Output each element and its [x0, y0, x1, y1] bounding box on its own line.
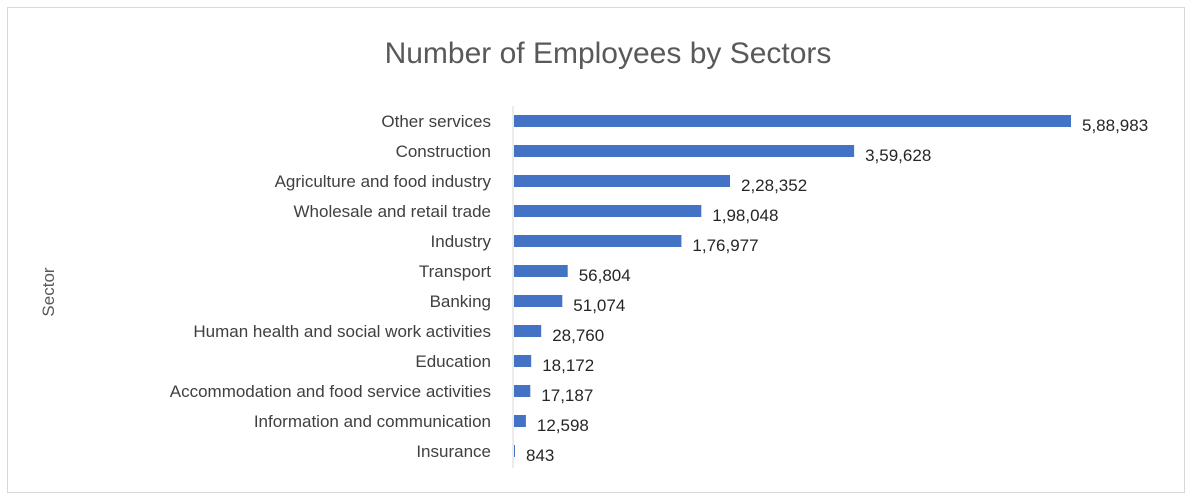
bar-8 — [514, 325, 542, 337]
chart-frame — [7, 7, 1185, 493]
category-label: Education — [415, 352, 491, 371]
category-label: Construction — [396, 142, 491, 161]
bars-group — [514, 115, 1071, 457]
bar-6 — [514, 265, 568, 277]
category-label: Other services — [381, 112, 491, 131]
category-label: Information and communication — [254, 412, 491, 431]
category-label: Insurance — [416, 442, 491, 461]
category-label: Wholesale and retail trade — [293, 202, 491, 221]
data-label: 18,172 — [542, 356, 594, 375]
bar-9 — [514, 355, 532, 367]
data-label: 3,59,628 — [865, 146, 931, 165]
bar-2 — [514, 145, 855, 157]
y-axis-label: Sector — [39, 267, 58, 316]
bar-11 — [514, 415, 526, 427]
category-label: Human health and social work activities — [193, 322, 491, 341]
category-label: Accommodation and food service activitie… — [170, 382, 491, 401]
labels-group: Other services 5,88,983 Construction 3,59,6… — [170, 112, 1148, 465]
data-label: 28,760 — [552, 326, 604, 345]
data-label: 843 — [526, 446, 554, 465]
data-label: 51,074 — [573, 296, 625, 315]
category-label: Agriculture and food industry — [275, 172, 492, 191]
bar-10 — [514, 385, 531, 397]
data-label: 56,804 — [579, 266, 631, 285]
data-label: 1,76,977 — [692, 236, 758, 255]
bar-7 — [514, 295, 563, 307]
bar-1 — [514, 115, 1071, 127]
bar-12 — [514, 445, 515, 457]
bar-5 — [514, 235, 682, 247]
category-label: Banking — [430, 292, 491, 311]
bar-3 — [514, 175, 730, 187]
category-label: Transport — [419, 262, 491, 281]
bar-4 — [514, 205, 702, 217]
data-label: 12,598 — [537, 416, 589, 435]
chart-title: Number of Employees by Sectors — [385, 37, 832, 70]
data-label: 5,88,983 — [1082, 116, 1148, 135]
category-label: Industry — [431, 232, 492, 251]
data-label: 17,187 — [541, 386, 593, 405]
data-label: 1,98,048 — [712, 206, 778, 225]
data-label: 2,28,352 — [741, 176, 807, 195]
